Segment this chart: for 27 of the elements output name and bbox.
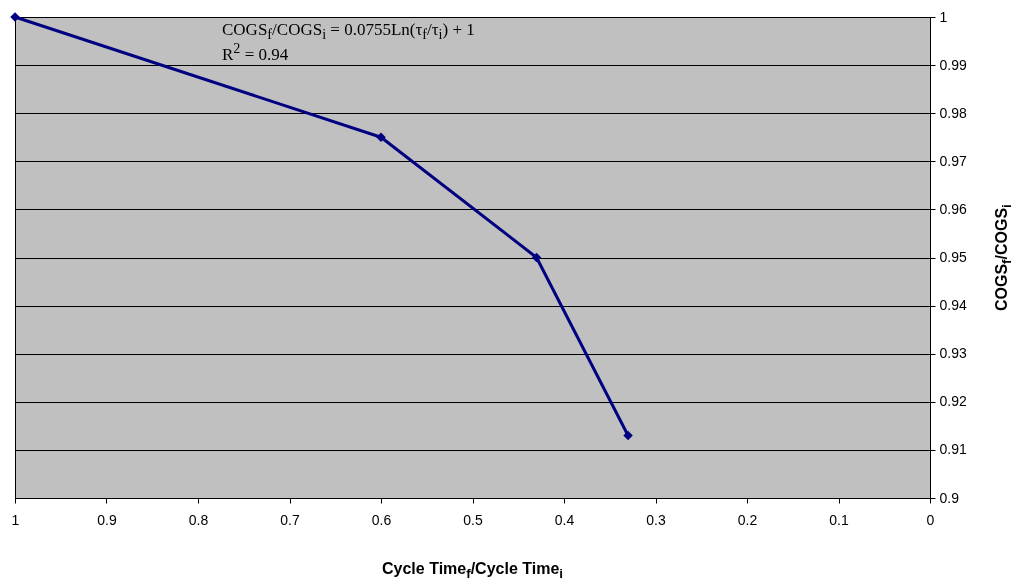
text: COGS$_{f}$/COGS$_{i}$ = 0.0755Ln(τ$_{f}$/τ$_{i}$) + 1 — [222, 20, 475, 43]
annotation: R$^{2}$ = 0.94 — [222, 40, 289, 64]
y-tick-label: 0.98 — [939, 104, 967, 121]
y-tick-label: 0.92 — [939, 393, 967, 410]
x-tick-label: 0.6 — [371, 511, 392, 528]
x-tick-label: 0.7 — [280, 511, 300, 528]
x-axis-title: Cycle Time$_{f}$/Cycle Time$_{i}$ — [382, 559, 563, 581]
point — [623, 430, 633, 441]
y-tick-label: 0.96 — [939, 200, 967, 217]
x-tick-label: 0.9 — [97, 511, 117, 528]
y-tick-label: 1 — [939, 8, 948, 25]
y-tick-label: 0.93 — [939, 345, 967, 362]
y-tick-label: 0.91 — [939, 441, 967, 458]
x-tick-label: 0.5 — [463, 511, 483, 528]
y-tick-label: 0.94 — [939, 297, 967, 314]
x-tick-label: 0.4 — [554, 511, 575, 528]
x-tick-label: 0.8 — [188, 511, 209, 528]
y-tick-label: 0.97 — [939, 152, 967, 169]
y-tick-label: 0.99 — [939, 56, 967, 73]
y-tick-label: 0.9 — [939, 489, 960, 506]
x-tick-label: 1 — [11, 511, 20, 528]
x-tick-label: 0.1 — [829, 511, 849, 528]
y-tick-label: 0.95 — [939, 249, 967, 265]
x-tick-label: 0.2 — [737, 511, 758, 528]
x-tick-label: 0 — [926, 511, 935, 528]
x-tick-label: 0.3 — [646, 511, 666, 528]
point — [531, 252, 542, 263]
